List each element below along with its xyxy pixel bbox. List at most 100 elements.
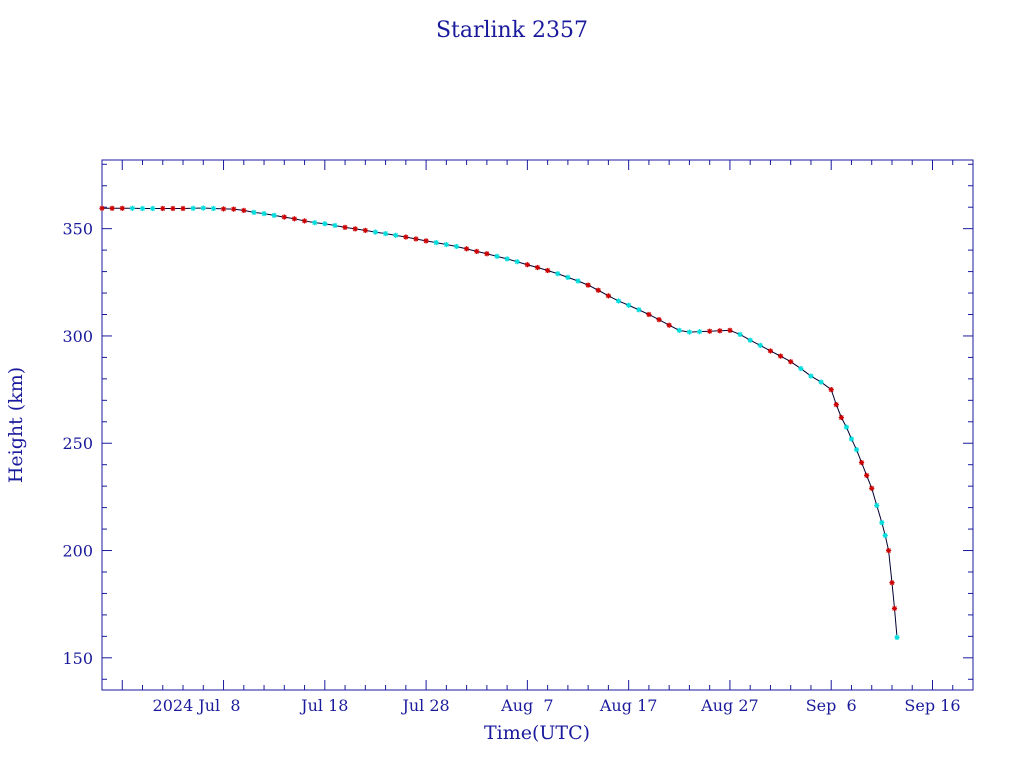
- data-point: [504, 256, 510, 262]
- data-point: [322, 221, 328, 227]
- data-point: [180, 205, 186, 212]
- data-point: [129, 205, 135, 211]
- data-point: [891, 605, 898, 612]
- data-point: [666, 322, 672, 328]
- y-tick-label: 250: [62, 434, 93, 453]
- data-point: [210, 205, 217, 212]
- plot-frame: [101, 159, 974, 691]
- data-point: [393, 232, 399, 238]
- data-point: [615, 298, 622, 304]
- plot-data: [99, 205, 900, 641]
- data-point: [362, 227, 368, 233]
- data-point: [474, 248, 480, 255]
- data-point: [838, 414, 844, 421]
- data-point: [646, 311, 652, 318]
- data-point: [251, 209, 257, 215]
- data-point: [767, 348, 774, 354]
- data-point: [853, 447, 860, 453]
- data-point: [833, 402, 839, 408]
- data-point: [99, 205, 105, 211]
- data-point: [747, 337, 753, 343]
- data-point: [717, 328, 723, 334]
- data-point: [464, 246, 470, 252]
- y-tick-label: 200: [62, 542, 93, 561]
- data-point: [413, 236, 419, 242]
- data-point: [109, 205, 115, 211]
- data-point: [696, 329, 703, 335]
- data-point: [828, 387, 834, 393]
- data-point: [545, 267, 551, 274]
- data-point: [433, 240, 439, 246]
- data-point: [656, 317, 662, 323]
- data-point: [281, 214, 287, 220]
- y-tick-label: 350: [62, 220, 93, 239]
- data-point: [808, 373, 814, 379]
- data-point: [864, 472, 870, 479]
- data-point: [757, 342, 763, 348]
- data-point: [626, 302, 632, 308]
- y-tick-label: 300: [62, 327, 93, 346]
- data-point: [524, 262, 530, 268]
- data-point: [332, 222, 338, 229]
- data-point: [150, 205, 156, 212]
- data-point: [555, 271, 561, 277]
- data-point: [686, 329, 693, 335]
- data-point: [874, 502, 880, 509]
- data-point: [443, 241, 449, 248]
- data-point: [514, 259, 520, 265]
- data-point: [301, 218, 308, 224]
- data-point: [737, 331, 743, 338]
- x-axis-label: Time(UTC): [484, 722, 590, 744]
- x-tick-label: Sep 16: [904, 696, 960, 715]
- data-point: [291, 216, 298, 222]
- data-point: [200, 205, 206, 211]
- data-point: [858, 459, 865, 466]
- data-point: [636, 307, 642, 313]
- height-curve: [102, 207, 898, 638]
- data-point: [534, 264, 541, 271]
- data-point: [575, 278, 581, 284]
- data-point: [843, 424, 850, 430]
- y-axis-label: Height (km): [5, 367, 27, 483]
- data-point: [788, 359, 794, 365]
- x-tick-label: Jul 18: [299, 696, 348, 715]
- data-point: [403, 234, 409, 240]
- data-point: [798, 365, 804, 372]
- x-tick-label: Aug 17: [599, 696, 658, 715]
- data-point: [119, 205, 125, 211]
- data-point: [889, 580, 895, 586]
- x-tick-label: Jul 28: [400, 696, 449, 715]
- x-tick-label: Aug 7: [500, 696, 553, 715]
- data-point: [777, 353, 784, 359]
- chart-title: Starlink 2357: [436, 18, 588, 43]
- data-point: [342, 224, 348, 230]
- data-point: [170, 205, 176, 212]
- data-point: [585, 282, 591, 288]
- data-point: [190, 205, 196, 211]
- data-point: [231, 206, 237, 212]
- x-tick-label: Aug 27: [700, 696, 759, 715]
- data-point: [676, 327, 682, 333]
- data-point: [894, 634, 900, 641]
- data-point: [241, 207, 247, 214]
- data-point: [565, 274, 571, 280]
- data-point: [139, 205, 146, 212]
- data-point: [261, 211, 267, 217]
- axis-tick-labels: 150 200 250 300 350 2024 Jul 8 Jul 18 Jul 28 Aug…: [62, 220, 960, 715]
- x-tick-label: 2024 Jul 8: [153, 696, 241, 715]
- data-point: [423, 238, 429, 244]
- x-tick-label: Sep 6: [806, 696, 857, 715]
- data-point: [312, 220, 318, 226]
- data-point: [882, 532, 888, 539]
- axis-ticks: [101, 160, 974, 690]
- data-point: [453, 243, 460, 250]
- data-point: [494, 253, 500, 259]
- data-point: [869, 485, 875, 491]
- data-point: [885, 547, 892, 554]
- data-point: [484, 251, 490, 257]
- data-point: [160, 205, 166, 212]
- data-point: [372, 229, 379, 235]
- data-point: [352, 226, 358, 232]
- data-point: [879, 520, 885, 526]
